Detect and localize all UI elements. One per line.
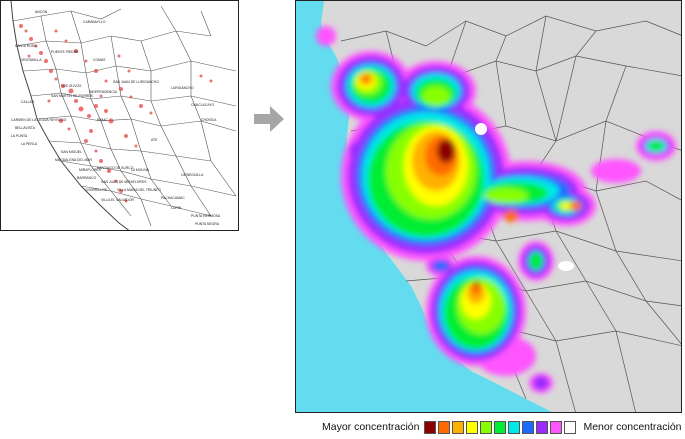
district-map: ANCON SANTA ROSA CARABAYLLO VENTANILLA P… [0,0,239,231]
heat-layers [316,26,676,393]
legend-swatch [522,420,535,434]
label-lurin: LURIN [171,206,182,210]
heat-core-darkred [437,139,479,287]
legend-high-label: Mayor concentración [322,421,420,433]
white-patches [475,123,574,271]
label-lurigancho: LURIGANCHO [171,86,194,90]
label-callao: CALLAO [21,100,35,104]
label-los-olivos: LOS OLIVOS [61,84,82,88]
label-santa-rosa: SANTA ROSA [15,44,37,48]
concentration-legend: Mayor concentración Menor concentración [322,418,682,436]
right-arrow-icon [254,106,284,132]
incident-dots [19,24,213,203]
label-carabayllo: CARABAYLLO [83,20,106,24]
label-san-miguel: SAN MIGUEL [61,150,82,154]
heat-map-svg [296,1,681,412]
label-rimac: RIMAC [97,118,108,122]
district-boundaries [12,5,237,227]
legend-swatch [452,420,465,434]
legend-swatch [494,420,507,434]
label-bellavista: BELLAVISTA [15,126,36,130]
label-pachacamac: PACHACAMAC [161,196,185,200]
label-sjm: SAN JUAN DE MIRAFLORES [101,180,147,184]
district-labels: ANCON SANTA ROSA CARABAYLLO VENTANILLA P… [11,10,221,226]
district-map-svg: ANCON SANTA ROSA CARABAYLLO VENTANILLA P… [1,1,237,230]
label-ate: ATE [151,138,158,142]
legend-swatch [564,420,577,434]
label-chorrillos: CHORRILLOS [85,188,108,192]
label-carmen-legua: CARMEN DE LA LEGUA REYNOSO [11,118,67,122]
label-punta-negra: PUNTA NEGRA [195,222,220,226]
heat-map [295,0,682,413]
legend-swatch [480,420,493,434]
label-surco: SANTIAGO DE SURCO [97,166,134,170]
label-ves: VILLA EL SALVADOR [101,198,134,202]
legend-swatch [438,420,451,434]
label-chaclacayo: CHACLACAYO [191,103,214,107]
label-barranco: BARRANCO [77,176,97,180]
legend-swatch [466,420,479,434]
legend-swatch [550,420,563,434]
label-chosica: CHOSICA [201,118,217,122]
label-puente-piedra: PUENTE PIEDRA [51,50,79,54]
legend-swatch [508,420,521,434]
label-smp: SAN MARTIN DE PORRES [51,94,94,98]
label-la-perla: LA PERLA [21,142,38,146]
label-comas: COMAS [93,58,106,62]
label-miraflores: MIRAFLORES [79,168,102,172]
legend-swatch [536,420,549,434]
label-la-punta: LA PUNTA [11,134,28,138]
legend-swatches [424,420,578,434]
label-cieneguilla: CIENEGUILLA [181,173,204,177]
label-independencia: INDEPENDENCIA [89,90,118,94]
label-magdalena: MAGDALENA DEL MAR [55,158,93,162]
label-ancon: ANCON [35,10,48,14]
coastline [10,1,130,230]
legend-low-label: Menor concentración [583,421,682,433]
label-ventanilla: VENTANILLA [21,58,42,62]
label-sjl: SAN JUAN DE LURIGANCHO [113,80,159,84]
label-vmt: VILLA MARIA DEL TRIUNFO [117,188,161,192]
sea-area [296,1,552,412]
sea-area [1,1,129,230]
label-la-molina: LA MOLINA [131,168,150,172]
legend-swatch [424,420,437,434]
label-punta-hermosa: PUNTA HERMOSA [191,214,221,218]
